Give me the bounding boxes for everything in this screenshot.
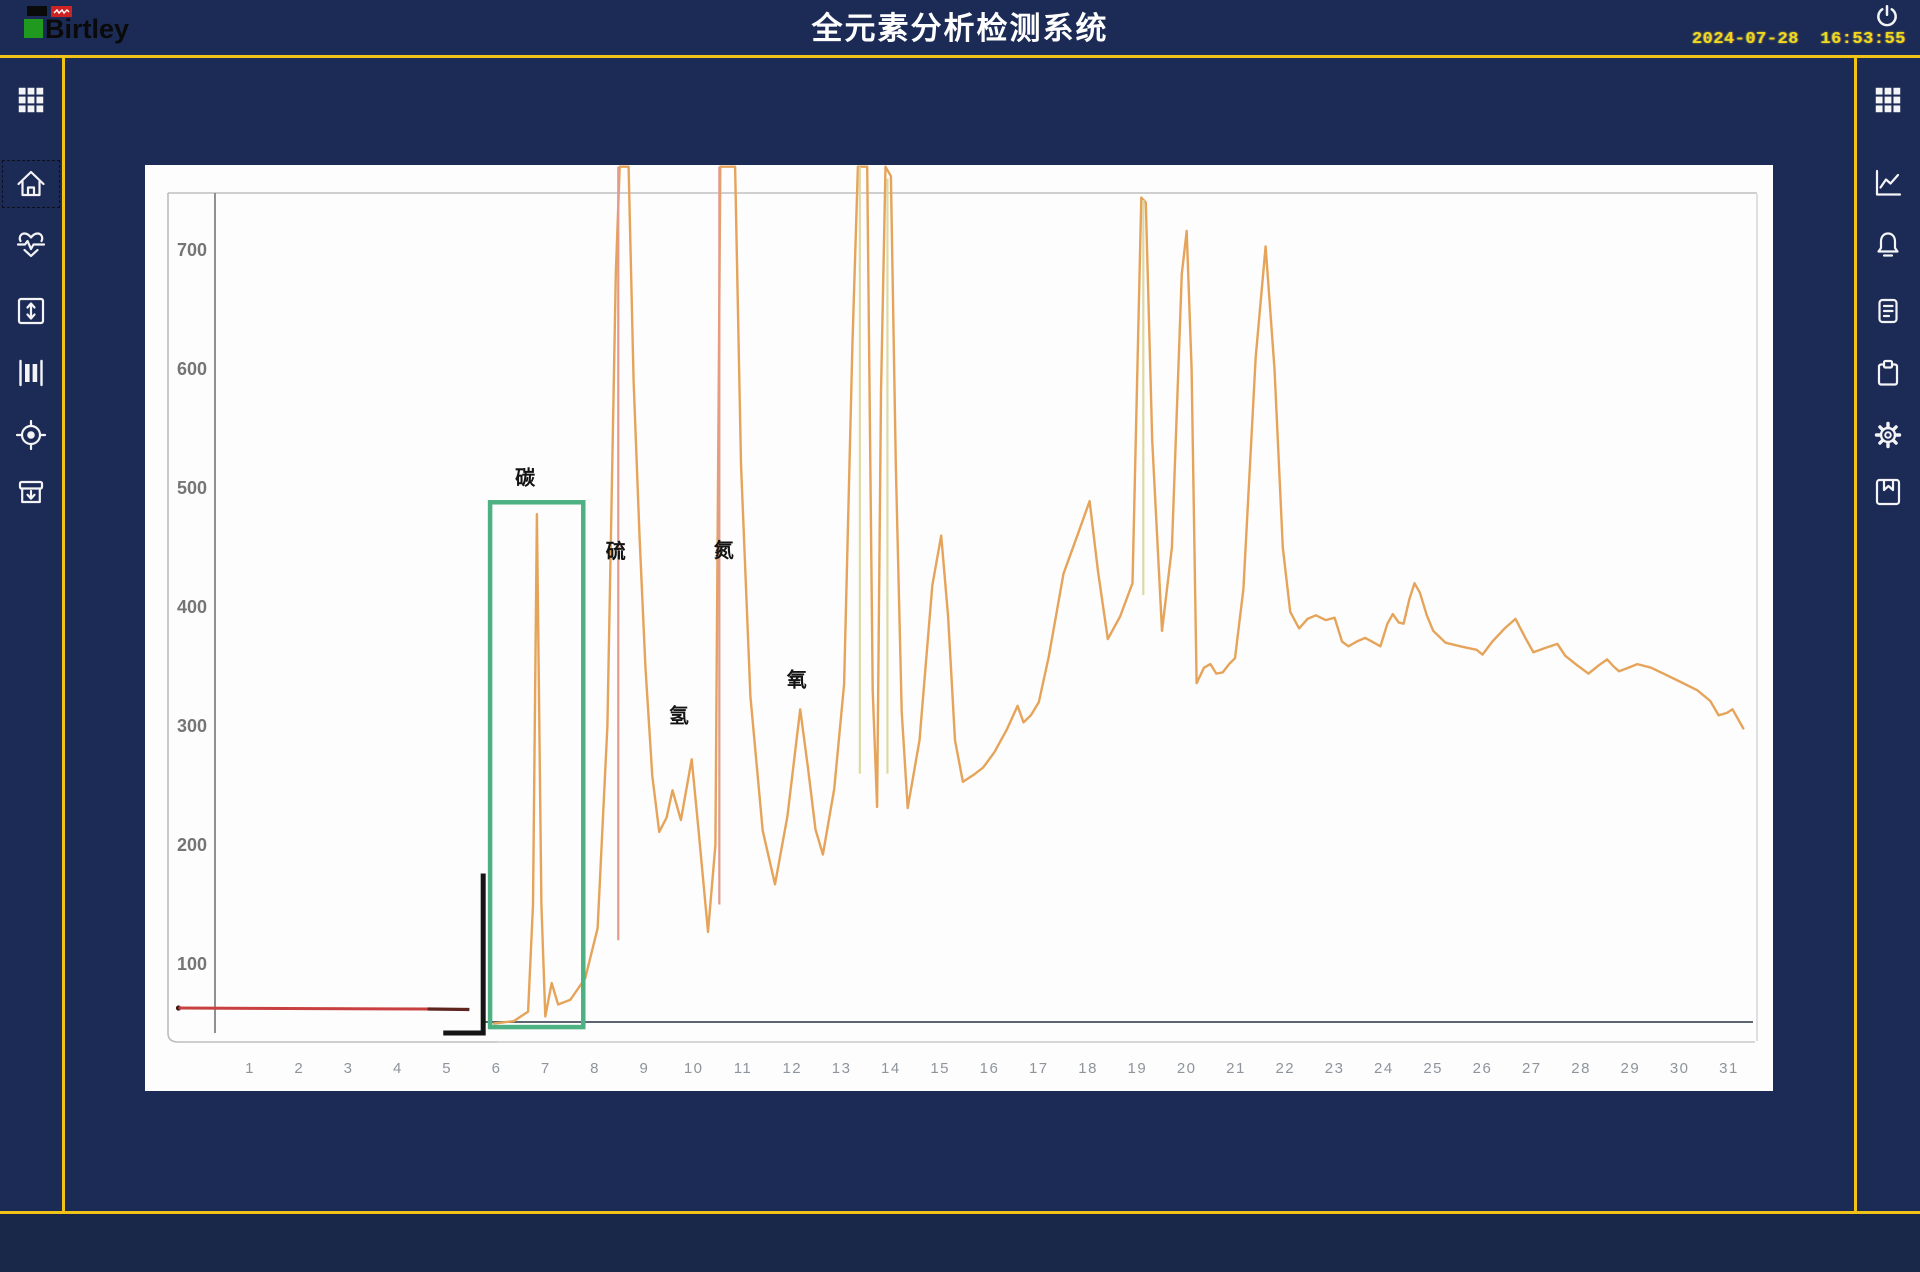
- sidebar-item-apps-grid[interactable]: [7, 77, 55, 123]
- bell-icon: [1871, 228, 1905, 262]
- expand-vertical-icon: [14, 294, 48, 328]
- logo-zigzag-icon: [53, 8, 70, 14]
- svg-text:7: 7: [541, 1060, 551, 1077]
- columns-gauge-icon: [14, 356, 48, 390]
- sidebar-item-columns-gauge[interactable]: [7, 350, 55, 396]
- svg-text:硫: 硫: [606, 539, 626, 563]
- sidebar-item-vertical-range[interactable]: [7, 288, 55, 334]
- sidebar-item-target-calibrate[interactable]: [7, 412, 55, 458]
- svg-text:27: 27: [1522, 1060, 1542, 1077]
- svg-text:氧: 氧: [786, 668, 807, 692]
- svg-text:29: 29: [1621, 1060, 1641, 1077]
- sidebar-item-report-document[interactable]: [1864, 288, 1912, 334]
- book-bookmark-icon: [1871, 475, 1905, 509]
- svg-text:1: 1: [245, 1060, 255, 1077]
- svg-text:5: 5: [442, 1060, 452, 1077]
- svg-text:700: 700: [177, 240, 207, 260]
- svg-text:4: 4: [393, 1060, 403, 1077]
- svg-text:3: 3: [344, 1060, 354, 1077]
- svg-text:16: 16: [980, 1060, 1000, 1077]
- gear-icon: [1871, 418, 1905, 452]
- home-icon: [14, 167, 48, 201]
- svg-text:30: 30: [1670, 1060, 1690, 1077]
- svg-text:22: 22: [1275, 1060, 1295, 1077]
- svg-text:氢: 氢: [669, 703, 689, 727]
- brand-logo: Birtley: [24, 6, 130, 44]
- svg-text:6: 6: [492, 1060, 502, 1077]
- archive-box-icon: [14, 475, 48, 509]
- logo-black-block: [27, 6, 47, 16]
- svg-text:17: 17: [1029, 1060, 1049, 1077]
- svg-text:26: 26: [1473, 1060, 1493, 1077]
- svg-text:28: 28: [1571, 1060, 1591, 1077]
- svg-text:8: 8: [590, 1060, 600, 1077]
- svg-text:15: 15: [930, 1060, 950, 1077]
- svg-text:24: 24: [1374, 1060, 1394, 1077]
- svg-text:18: 18: [1078, 1060, 1098, 1077]
- svg-text:碳: 碳: [515, 465, 536, 489]
- bottom-divider: [0, 1211, 1920, 1214]
- sidebar-item-apps-grid-right[interactable]: [1864, 77, 1912, 123]
- svg-text:11: 11: [734, 1060, 753, 1077]
- apps-grid-icon: [1875, 87, 1901, 113]
- svg-text:400: 400: [177, 597, 207, 617]
- page-title: 全元素分析检测系统: [811, 11, 1109, 46]
- sidebar-item-settings[interactable]: [1864, 412, 1912, 458]
- svg-text:21: 21: [1226, 1060, 1246, 1077]
- datetime-display: 2024-07-28 16:53:55: [1691, 30, 1906, 49]
- svg-text:300: 300: [177, 716, 207, 736]
- svg-text:100: 100: [177, 954, 207, 974]
- svg-text:10: 10: [684, 1060, 704, 1077]
- svg-text:9: 9: [639, 1060, 649, 1077]
- sidebar-item-home[interactable]: [2, 160, 60, 208]
- sidebar-item-alarms[interactable]: [1864, 222, 1912, 268]
- sidebar-item-clipboard-tasks[interactable]: [1864, 350, 1912, 396]
- chromatogram-panel: 700 600 500 400 300 200 100 1 2 3 4 5 6 7 8 9 10 11 12 13 14…: [145, 165, 1773, 1091]
- header-divider: [0, 55, 1920, 58]
- svg-text:14: 14: [881, 1060, 901, 1077]
- target-icon: [14, 418, 48, 452]
- svg-text:500: 500: [177, 478, 207, 498]
- svg-text:氮: 氮: [714, 538, 734, 562]
- heart-pulse-icon: [14, 228, 48, 262]
- sidebar-item-health-monitor[interactable]: [7, 222, 55, 268]
- svg-text:12: 12: [782, 1060, 802, 1077]
- right-rail-divider: [1854, 57, 1857, 1211]
- left-sidebar: [0, 57, 62, 1211]
- svg-text:19: 19: [1128, 1060, 1148, 1077]
- logo-text: Birtley: [45, 14, 130, 44]
- svg-text:200: 200: [177, 835, 207, 855]
- sidebar-item-records-book[interactable]: [1864, 469, 1912, 515]
- apps-grid-icon: [18, 87, 44, 113]
- svg-text:20: 20: [1177, 1060, 1197, 1077]
- logo-green-block: [24, 19, 43, 38]
- bottom-status-strip: [0, 1213, 1920, 1272]
- logo-red-block: [51, 6, 72, 17]
- svg-text:31: 31: [1719, 1060, 1739, 1077]
- svg-text:13: 13: [832, 1060, 852, 1077]
- clipboard-icon: [1871, 356, 1905, 390]
- line-chart-icon: [1871, 166, 1905, 200]
- svg-text:25: 25: [1423, 1060, 1443, 1077]
- sidebar-item-trend-chart[interactable]: [1864, 160, 1912, 206]
- document-lines-icon: [1871, 294, 1905, 328]
- svg-text:600: 600: [177, 359, 207, 379]
- power-icon[interactable]: [1874, 3, 1900, 29]
- svg-text:23: 23: [1325, 1060, 1345, 1077]
- header: Birtley 全元素分析检测系统 2024-07-28 16:53:55: [0, 0, 1920, 55]
- svg-text:2: 2: [294, 1060, 304, 1077]
- sidebar-item-archive-box[interactable]: [7, 469, 55, 515]
- right-sidebar: [1857, 57, 1919, 1211]
- left-rail-divider: [62, 57, 65, 1211]
